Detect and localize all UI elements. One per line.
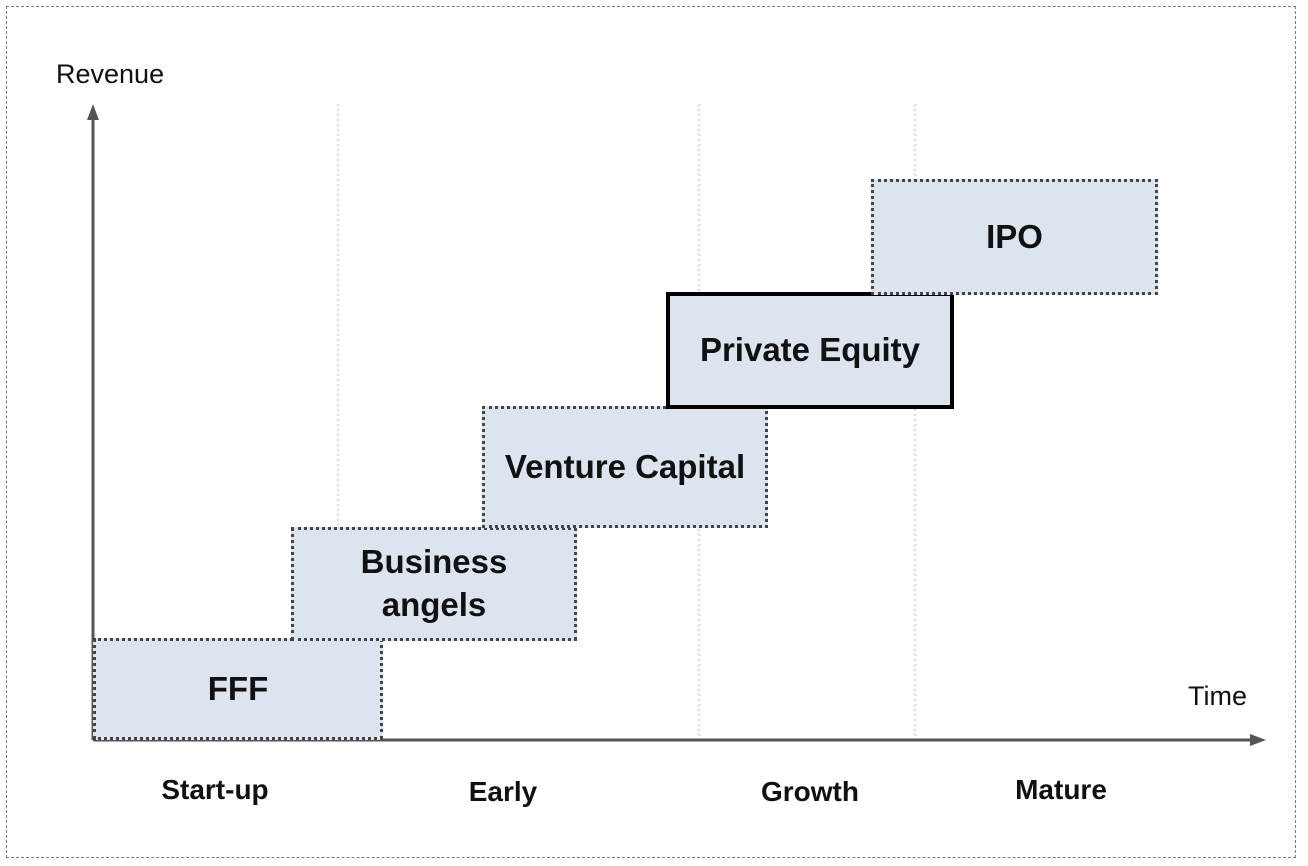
stage-label-growth: Growth bbox=[761, 776, 859, 807]
y-axis-label: Revenue bbox=[56, 59, 165, 89]
box-private-equity: Private Equity bbox=[666, 292, 954, 409]
box-fff-label: FFF bbox=[207, 669, 269, 707]
stage-label-mature: Mature bbox=[1015, 774, 1107, 805]
box-ipo-label: IPO bbox=[986, 217, 1043, 255]
box-business-angels-label: Business angels bbox=[360, 543, 508, 623]
y-axis-arrow bbox=[87, 104, 99, 120]
box-ipo: IPO bbox=[871, 179, 1158, 295]
box-fff: FFF bbox=[93, 638, 383, 740]
x-axis-arrow bbox=[1250, 734, 1266, 746]
stage-label-start-up: Start-up bbox=[161, 774, 269, 805]
box-private-equity-label: Private Equity bbox=[699, 331, 921, 369]
box-business-angels: Business angels bbox=[291, 527, 577, 641]
box-venture-capital-label: Venture Capital bbox=[504, 447, 746, 485]
box-venture-capital: Venture Capital bbox=[482, 406, 768, 528]
diagram-frame bbox=[6, 6, 1296, 858]
stage-label-early: Early bbox=[468, 776, 538, 807]
x-axis-label: Time bbox=[1188, 681, 1247, 711]
